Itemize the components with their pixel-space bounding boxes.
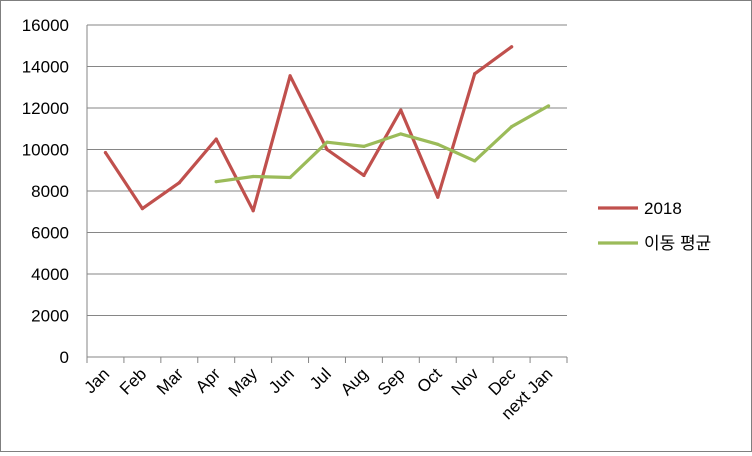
x-tick-label: Jun bbox=[265, 364, 298, 397]
legend-item-1: 이동 평균 bbox=[598, 234, 711, 253]
y-tick-label: 10000 bbox=[22, 141, 69, 160]
x-tick-label: Jan bbox=[80, 364, 113, 397]
y-tick-label: 2000 bbox=[31, 307, 69, 326]
legend-label: 2018 bbox=[644, 199, 682, 218]
x-tick-label: Nov bbox=[448, 364, 483, 399]
y-tick-label: 0 bbox=[60, 348, 69, 367]
series-line bbox=[103, 45, 514, 213]
y-axis-tick-labels: 0 2000 4000 6000 8000 10000 12000 14000 16000 bbox=[22, 16, 69, 367]
series-line bbox=[214, 104, 551, 184]
y-tick-label: 14000 bbox=[22, 58, 69, 77]
legend-item-0: 2018 bbox=[598, 199, 682, 218]
x-tick-label: Apr bbox=[192, 364, 224, 396]
series-1 bbox=[214, 104, 551, 184]
gridlines bbox=[87, 24, 567, 316]
y-tick-label: 12000 bbox=[22, 99, 69, 118]
x-tick-label: May bbox=[225, 364, 261, 400]
series-0 bbox=[103, 45, 514, 213]
x-tick-label: Aug bbox=[337, 364, 372, 399]
x-tick-label: Oct bbox=[413, 364, 445, 396]
legend: 2018 이동 평균 bbox=[598, 199, 711, 253]
x-axis-tick-labels: Jan Feb Mar Apr May Jun Jul Aug Sep Oct Nov Decnext… bbox=[80, 364, 556, 423]
series-lines bbox=[103, 45, 551, 213]
x-tick-label: Feb bbox=[116, 364, 150, 398]
y-tick-label: 16000 bbox=[22, 16, 69, 35]
x-tick-label: Sep bbox=[374, 364, 409, 399]
y-tick-label: 8000 bbox=[31, 182, 69, 201]
axes bbox=[86, 25, 568, 363]
y-tick-label: 6000 bbox=[31, 224, 69, 243]
x-tick-label: Mar bbox=[153, 364, 187, 398]
legend-label: 이동 평균 bbox=[644, 234, 711, 253]
y-tick-label: 4000 bbox=[31, 265, 69, 284]
x-tick-label: Jul bbox=[306, 364, 335, 393]
